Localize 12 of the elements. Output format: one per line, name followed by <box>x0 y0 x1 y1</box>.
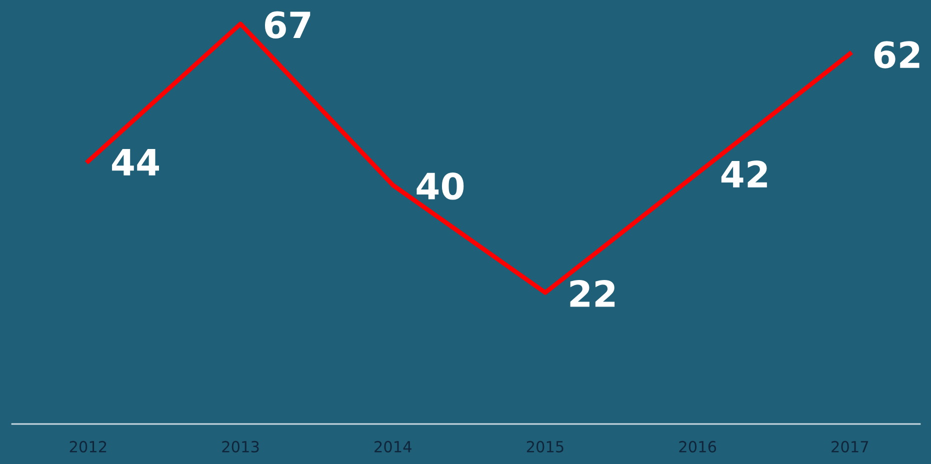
data-label: 22 <box>570 280 615 307</box>
x-tick-label: 2017 <box>832 440 868 452</box>
x-tick-label: 2013 <box>222 440 259 452</box>
data-label: 67 <box>264 11 310 39</box>
data-label: 40 <box>416 172 464 200</box>
x-tick-label: 2012 <box>70 440 106 452</box>
x-tick-label: 2016 <box>679 440 716 452</box>
x-tick-label: 2015 <box>526 440 564 452</box>
data-label: 62 <box>874 41 920 68</box>
x-tick-label: 2014 <box>374 440 412 452</box>
data-label: 44 <box>112 149 159 176</box>
data-label: 42 <box>721 160 767 188</box>
